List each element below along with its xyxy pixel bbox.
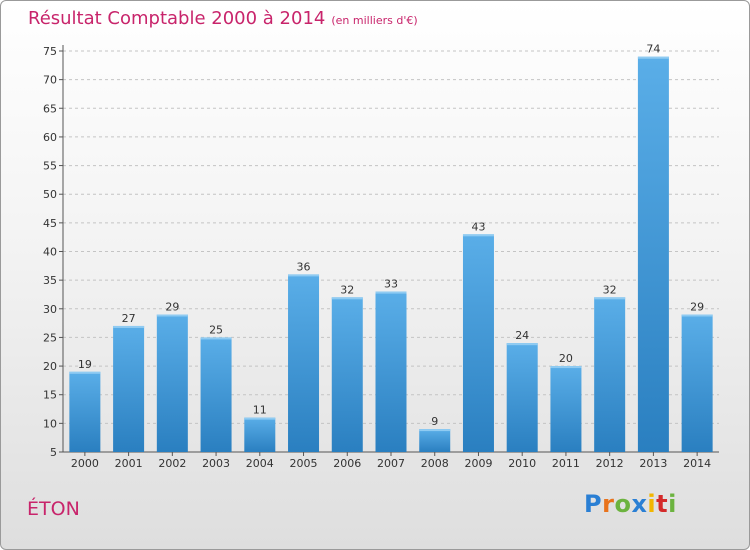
value-label-2005: 36 (297, 260, 311, 273)
bar-top-highlight (288, 274, 320, 277)
value-label-2002: 29 (165, 301, 179, 314)
bar-top-highlight (375, 291, 407, 294)
value-label-2004: 11 (253, 404, 267, 417)
x-tick-labels: 2000 2001 2002 2003 2004 2005 2006 2007 2008 2009… (71, 452, 711, 470)
value-label-2010: 24 (515, 329, 529, 342)
x-tick-label-2002: 2002 (158, 457, 186, 470)
bar-top-highlight (244, 417, 276, 420)
x-tick-label-2009: 2009 (464, 457, 492, 470)
bar-top-highlight (681, 314, 713, 317)
bar-2007 (375, 291, 407, 452)
logo-letter: t (656, 490, 669, 518)
bar-2012 (594, 297, 626, 452)
value-label-2009: 43 (471, 220, 485, 233)
bar-2009 (462, 234, 494, 452)
bar-top-highlight (506, 343, 538, 346)
y-tick-label: 55 (43, 160, 57, 173)
value-label-2001: 27 (122, 312, 136, 325)
y-tick-labels: 5 10 15 20 25 30 35 40 45 50 55 60 65 70 75 (43, 45, 57, 459)
bar-top-highlight (594, 297, 626, 300)
bar-2010 (506, 343, 538, 452)
bar-2003 (200, 337, 232, 452)
y-tick-label: 75 (43, 45, 57, 58)
bar-2002 (156, 314, 188, 452)
y-tick-label: 70 (43, 74, 57, 87)
value-label-2012: 32 (603, 283, 617, 296)
x-tick-label-2011: 2011 (552, 457, 580, 470)
chart-title-text: Résultat Comptable 2000 à 2014 (28, 8, 326, 29)
y-tick-label: 5 (50, 446, 57, 459)
logo-letter: i (647, 490, 657, 518)
value-label-2006: 32 (340, 283, 354, 296)
y-tick-label: 45 (43, 217, 57, 230)
y-tick-label: 25 (43, 331, 57, 344)
bar-top-highlight (200, 337, 232, 340)
value-label-2007: 33 (384, 278, 398, 291)
x-tick-label-2005: 2005 (290, 457, 318, 470)
y-tick-label: 50 (43, 188, 57, 201)
commune-name: ÉTON (27, 498, 80, 520)
y-tick-label: 30 (43, 303, 57, 316)
x-tick-label-2008: 2008 (421, 457, 449, 470)
bar-top-highlight (156, 314, 188, 317)
logo-letter: x (631, 490, 648, 518)
y-tick-label: 65 (43, 102, 57, 115)
chart-title: Résultat Comptable 2000 à 2014 (en millie… (28, 8, 418, 29)
logo-letter: i (668, 490, 677, 518)
proxiti-logo: Proxiti (584, 490, 677, 518)
bar-2008 (419, 429, 451, 452)
bar-2005 (288, 274, 320, 452)
value-label-2000: 19 (78, 358, 92, 371)
value-label-2014: 29 (690, 301, 704, 314)
bar-2004 (244, 417, 276, 452)
bars (69, 56, 713, 452)
value-labels: 19 27 29 25 11 36 32 33 9 43 24 20 32 74 29 (78, 43, 704, 428)
y-tick-label: 20 (43, 360, 57, 373)
value-label-2013: 74 (646, 43, 660, 56)
value-label-2011: 20 (559, 352, 573, 365)
y-tick-label: 15 (43, 389, 57, 402)
x-tick-label-2012: 2012 (596, 457, 624, 470)
x-tick-label-2006: 2006 (333, 457, 361, 470)
bar-2006 (331, 297, 363, 452)
x-tick-label-2003: 2003 (202, 457, 230, 470)
bar-top-highlight (550, 366, 582, 369)
logo-letter: o (614, 490, 632, 518)
bar-top-highlight (331, 297, 363, 300)
chart-subtitle: (en milliers d'€) (331, 14, 418, 27)
bar-top-highlight (113, 325, 145, 328)
y-tick-label: 40 (43, 246, 57, 259)
x-tick-label-2001: 2001 (115, 457, 143, 470)
bar-2000 (69, 371, 101, 452)
value-label-2003: 25 (209, 323, 223, 336)
y-tick-label: 10 (43, 417, 57, 430)
x-tick-label-2013: 2013 (639, 457, 667, 470)
bar-2013 (637, 56, 669, 452)
y-tick-label: 60 (43, 131, 57, 144)
x-tick-label-2007: 2007 (377, 457, 405, 470)
logo-letter: r (602, 490, 615, 518)
value-label-2008: 9 (431, 415, 438, 428)
bar-2001 (113, 325, 145, 452)
x-tick-label-2014: 2014 (683, 457, 711, 470)
bar-2011 (550, 366, 582, 452)
logo-letter: P (584, 490, 603, 518)
bar-top-highlight (637, 56, 669, 59)
x-tick-label-2004: 2004 (246, 457, 274, 470)
bar-top-highlight (462, 234, 494, 237)
bar-top-highlight (419, 429, 451, 432)
bar-top-highlight (69, 371, 101, 374)
bar-2014 (681, 314, 713, 452)
x-tick-label-2000: 2000 (71, 457, 99, 470)
x-tick-label-2010: 2010 (508, 457, 536, 470)
y-tick-label: 35 (43, 274, 57, 287)
